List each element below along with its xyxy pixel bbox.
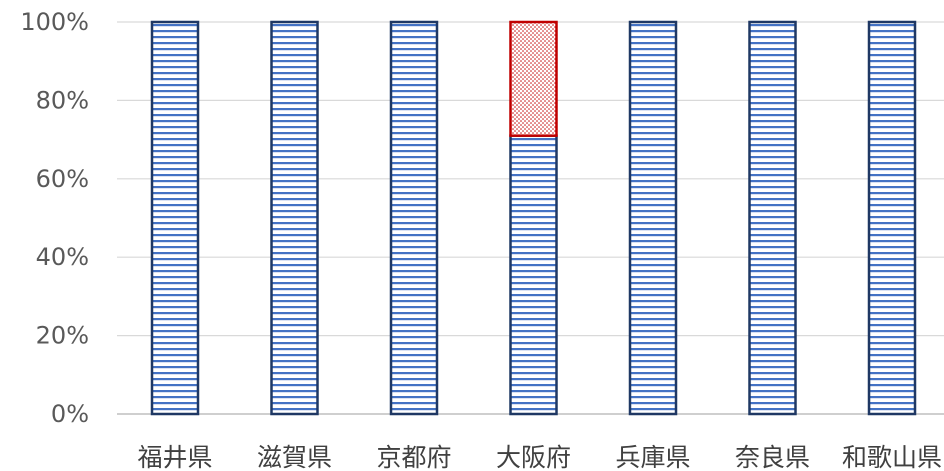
y-tick-label: 60% xyxy=(36,165,89,193)
x-category-label: 福井県 xyxy=(137,443,212,471)
y-tick-label: 0% xyxy=(51,400,89,428)
bar-segment-dotted xyxy=(509,20,558,137)
y-axis-tick-labels: 0% 20% 40% 60% 80% 100% xyxy=(20,8,89,428)
y-tick-label: 20% xyxy=(36,322,89,350)
y-tick-label: 40% xyxy=(36,243,89,271)
bar-segment-striped xyxy=(628,20,678,416)
bar-segment-striped xyxy=(748,20,797,416)
bar-segment-striped xyxy=(270,20,319,416)
bar-segment-striped xyxy=(867,20,917,416)
x-category-label: 兵庫県 xyxy=(615,443,690,471)
bar-segment-striped xyxy=(389,20,439,416)
x-category-label: 奈良県 xyxy=(735,443,810,471)
x-category-label: 滋賀県 xyxy=(257,443,332,471)
y-tick-label: 100% xyxy=(20,8,89,36)
bar-segment-striped xyxy=(509,134,558,416)
x-category-label: 和歌山県 xyxy=(842,443,942,471)
bar-segment-striped xyxy=(150,20,200,416)
x-category-label: 大阪府 xyxy=(496,443,571,471)
bars xyxy=(150,20,917,416)
y-tick-label: 80% xyxy=(36,86,89,114)
x-axis-category-labels: 福井県 滋賀県 京都府 大阪府 兵庫県 奈良県 和歌山県 xyxy=(137,443,942,471)
x-category-label: 京都府 xyxy=(376,443,451,471)
